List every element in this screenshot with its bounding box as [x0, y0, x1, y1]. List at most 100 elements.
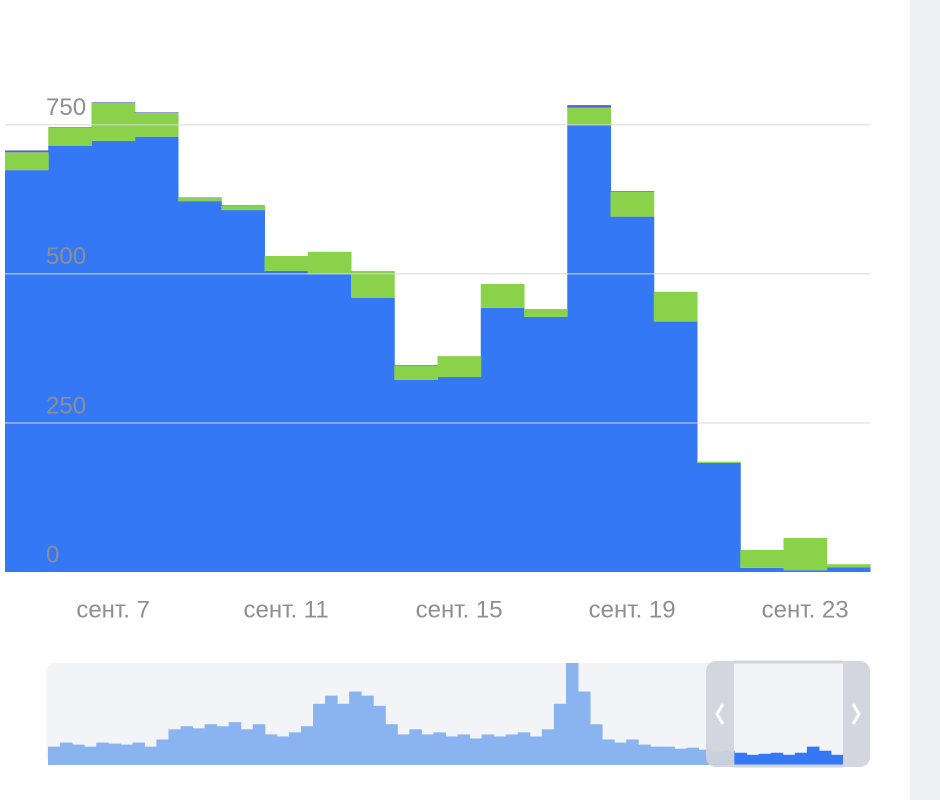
bar-segment	[610, 191, 655, 217]
bar-segment	[91, 102, 136, 103]
y-tick-label: 0	[46, 541, 59, 568]
navigator-bar	[313, 703, 326, 765]
navigator-bar	[361, 695, 374, 765]
navigator-bar	[517, 732, 531, 765]
navigator-bar	[252, 724, 266, 765]
navigator[interactable]	[46, 663, 870, 765]
bar-segment	[264, 270, 309, 572]
bar-segment	[178, 201, 222, 572]
bar-segment	[524, 316, 568, 572]
bar-segment	[134, 112, 179, 113]
bar-segment	[48, 127, 92, 128]
bar-segment	[264, 255, 309, 271]
navigator-bar	[590, 724, 603, 765]
navigator-bar	[469, 738, 483, 765]
bar-segment	[610, 190, 655, 192]
bar-segment	[783, 538, 828, 571]
bar-segment	[567, 124, 611, 572]
bar-segment	[178, 198, 222, 202]
bar-segment	[221, 205, 265, 206]
window-handle-right[interactable]	[843, 661, 870, 767]
navigator-bar	[264, 734, 278, 765]
navigator-bar	[228, 722, 242, 765]
navigator-bar	[144, 746, 157, 765]
bar-segment	[783, 570, 828, 572]
navigator-bar	[337, 703, 350, 765]
navigator-bar	[626, 739, 639, 765]
navigator-bar	[433, 732, 446, 765]
navigator-bar	[120, 744, 133, 765]
bar-segment	[567, 107, 611, 125]
navigator-bar	[192, 728, 206, 765]
navigator-bar	[240, 729, 254, 765]
bar-segment	[91, 140, 136, 572]
navigator-bar	[60, 742, 73, 765]
bar-segment	[178, 197, 222, 199]
navigator-bar	[325, 695, 338, 765]
navigator-bar	[421, 734, 434, 765]
bar-segment	[134, 136, 179, 573]
navigator-bar	[48, 746, 61, 765]
bar-segment	[5, 170, 49, 572]
navigator-bar	[674, 748, 687, 765]
bar-segment	[48, 127, 92, 146]
navigator-bar	[72, 744, 85, 765]
navigator-bar	[794, 752, 808, 765]
navigator-bar	[746, 754, 760, 765]
bar-segment	[351, 297, 395, 572]
bar-segment	[653, 291, 698, 322]
navigator-bar	[168, 729, 181, 765]
navigator-bar	[156, 739, 169, 765]
navigator-window[interactable]	[706, 660, 870, 768]
navigator-bar	[132, 742, 145, 765]
bar-segment	[826, 564, 871, 568]
bar-segment	[5, 152, 49, 171]
navigator-bar	[288, 732, 302, 765]
bar-segment	[610, 216, 655, 572]
y-tick-label: 750	[46, 94, 86, 121]
navigator-bar	[662, 746, 675, 765]
bar-segment	[437, 377, 482, 572]
x-tick-label: сент. 7	[76, 596, 150, 623]
navigator-bar	[782, 754, 796, 765]
navigator-bar	[349, 691, 362, 765]
bar-segment	[91, 102, 136, 141]
navigator-bar	[541, 729, 555, 765]
navigator-bar	[578, 691, 591, 765]
x-tick-label: сент. 23	[762, 596, 849, 623]
navigator-bar	[734, 752, 748, 765]
navigator-bar	[397, 734, 410, 765]
navigator-bar	[409, 729, 422, 765]
bar-segment	[826, 567, 871, 572]
navigator-bar	[96, 742, 109, 765]
y-tick-label: 250	[46, 392, 86, 419]
navigator-bar	[457, 734, 471, 765]
navigator-bar	[481, 734, 495, 765]
window-handle-left[interactable]	[706, 661, 734, 767]
navigator-bar	[108, 743, 121, 765]
navigator-bar	[216, 726, 230, 765]
navigator-bar	[686, 747, 699, 765]
bar-segment	[48, 145, 92, 572]
navigator-bar	[505, 734, 519, 765]
bar-segment	[221, 210, 265, 573]
navigator-bar	[204, 724, 218, 765]
navigator-bar	[565, 663, 579, 765]
navigator-bar	[84, 746, 97, 765]
bar-segment	[697, 462, 741, 572]
bar-segment	[221, 205, 265, 211]
navigator-bar	[818, 750, 832, 765]
bar-segment	[740, 567, 784, 572]
bar-segment	[5, 150, 49, 153]
x-tick-label: сент. 15	[416, 596, 503, 623]
x-tick-label: сент. 11	[244, 596, 329, 623]
y-tick-label: 500	[46, 243, 86, 270]
navigator-bar	[276, 736, 290, 765]
bar-segment	[653, 321, 698, 572]
navigator-bar	[373, 705, 386, 765]
bar-segment	[480, 307, 525, 572]
navigator-bar	[638, 744, 651, 765]
bar-segment	[524, 309, 568, 317]
navigator-bar	[445, 736, 459, 765]
